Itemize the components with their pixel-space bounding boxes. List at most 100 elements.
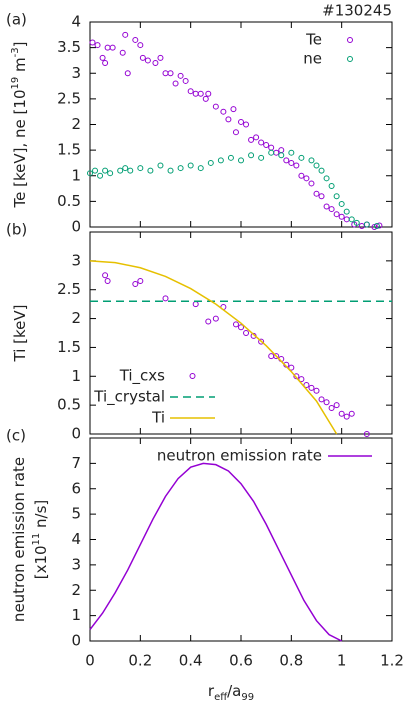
data-point bbox=[99, 54, 106, 61]
data-point bbox=[313, 387, 320, 394]
y-axis-label-part: 19 bbox=[10, 77, 21, 90]
y-tick-label: 1.5 bbox=[57, 141, 81, 159]
data-point bbox=[220, 108, 227, 115]
legend-label: neutron emission rate bbox=[157, 447, 322, 465]
data-point bbox=[298, 172, 305, 179]
data-point bbox=[268, 149, 275, 156]
data-point bbox=[157, 54, 164, 61]
x-tick-label: 0 bbox=[85, 652, 95, 670]
data-point bbox=[205, 90, 212, 97]
data-point bbox=[376, 222, 383, 229]
data-point bbox=[328, 405, 335, 412]
data-point bbox=[343, 216, 350, 223]
data-point bbox=[139, 54, 146, 61]
data-point bbox=[172, 80, 179, 87]
y-tick-label: 2.5 bbox=[57, 280, 81, 298]
data-point bbox=[97, 172, 104, 179]
data-point bbox=[258, 139, 265, 146]
x-axis-label-part: eff bbox=[214, 692, 228, 703]
y-tick-label: 7 bbox=[71, 454, 81, 472]
data-point bbox=[157, 162, 164, 169]
data-point bbox=[278, 147, 285, 154]
x-tick-label: 1.2 bbox=[380, 652, 404, 670]
data-point bbox=[248, 136, 255, 143]
data-point bbox=[162, 70, 169, 77]
data-point bbox=[87, 170, 93, 177]
data-point bbox=[303, 175, 310, 182]
data-point bbox=[217, 157, 224, 164]
data-point bbox=[167, 70, 174, 77]
data-point bbox=[192, 90, 199, 97]
data-point bbox=[258, 154, 265, 161]
data-point bbox=[137, 165, 144, 172]
data-point bbox=[132, 280, 139, 287]
data-point bbox=[268, 144, 275, 151]
data-point bbox=[273, 149, 280, 156]
legend-label: ne bbox=[303, 50, 322, 68]
y-tick-label: 3 bbox=[71, 251, 81, 269]
data-point bbox=[122, 165, 129, 172]
data-point bbox=[298, 154, 305, 161]
y-tick-label: 0.5 bbox=[57, 396, 81, 414]
y-axis-label: neutron emission rate bbox=[10, 457, 28, 622]
y-tick-label: 2.5 bbox=[57, 89, 81, 107]
data-point bbox=[132, 36, 139, 43]
data-point bbox=[363, 431, 370, 437]
y-tick-label: 1 bbox=[71, 606, 81, 624]
data-point bbox=[205, 318, 212, 325]
data-point bbox=[102, 167, 109, 174]
panel-label: (b) bbox=[6, 221, 27, 239]
y-tick-label: 0 bbox=[71, 218, 81, 236]
data-point bbox=[238, 324, 244, 331]
data-point bbox=[122, 31, 129, 38]
data-point bbox=[243, 330, 250, 336]
x-axis-label-part: r bbox=[208, 682, 215, 700]
data-point bbox=[167, 167, 174, 174]
data-point bbox=[104, 278, 111, 285]
data-point bbox=[253, 134, 260, 141]
data-point bbox=[243, 121, 250, 128]
x-axis-label-part: 99 bbox=[241, 692, 254, 703]
y-tick-label: 4 bbox=[71, 530, 81, 548]
data-point bbox=[177, 165, 184, 172]
data-point bbox=[323, 399, 330, 406]
data-point bbox=[288, 364, 295, 371]
data-point bbox=[182, 77, 189, 84]
data-point bbox=[308, 384, 315, 391]
data-point bbox=[147, 167, 154, 174]
data-point bbox=[258, 338, 265, 345]
data-line bbox=[89, 462, 343, 642]
data-point bbox=[187, 88, 194, 95]
y-axis-label-part: n/s] bbox=[32, 500, 50, 533]
panel-label: (c) bbox=[6, 427, 26, 445]
data-point bbox=[117, 167, 124, 174]
legend-label: Ti bbox=[151, 409, 165, 427]
y-axis-label-part: Te [keV], ne [10 bbox=[11, 90, 29, 209]
data-point bbox=[197, 90, 204, 97]
x-tick-label: 0.6 bbox=[229, 652, 253, 670]
data-point bbox=[124, 70, 131, 77]
data-point bbox=[348, 216, 355, 223]
data-point bbox=[303, 381, 310, 388]
data-point bbox=[298, 376, 305, 383]
data-point bbox=[338, 200, 345, 207]
data-point bbox=[127, 167, 134, 174]
y-tick-label: 0 bbox=[71, 632, 81, 650]
data-point bbox=[358, 222, 365, 229]
data-point bbox=[192, 301, 199, 308]
data-point bbox=[328, 183, 335, 189]
data-point bbox=[288, 149, 295, 156]
data-point bbox=[187, 162, 194, 169]
data-point bbox=[248, 152, 255, 159]
y-tick-label: 3 bbox=[71, 555, 81, 573]
data-point bbox=[144, 57, 151, 64]
y-tick-label: 2 bbox=[71, 581, 81, 599]
data-point bbox=[232, 129, 239, 136]
plot-frame bbox=[89, 437, 393, 642]
y-axis-label-part: 11 bbox=[31, 533, 42, 546]
x-tick-label: 0.2 bbox=[128, 652, 152, 670]
y-tick-label: 1 bbox=[71, 166, 81, 184]
data-point bbox=[348, 410, 355, 417]
